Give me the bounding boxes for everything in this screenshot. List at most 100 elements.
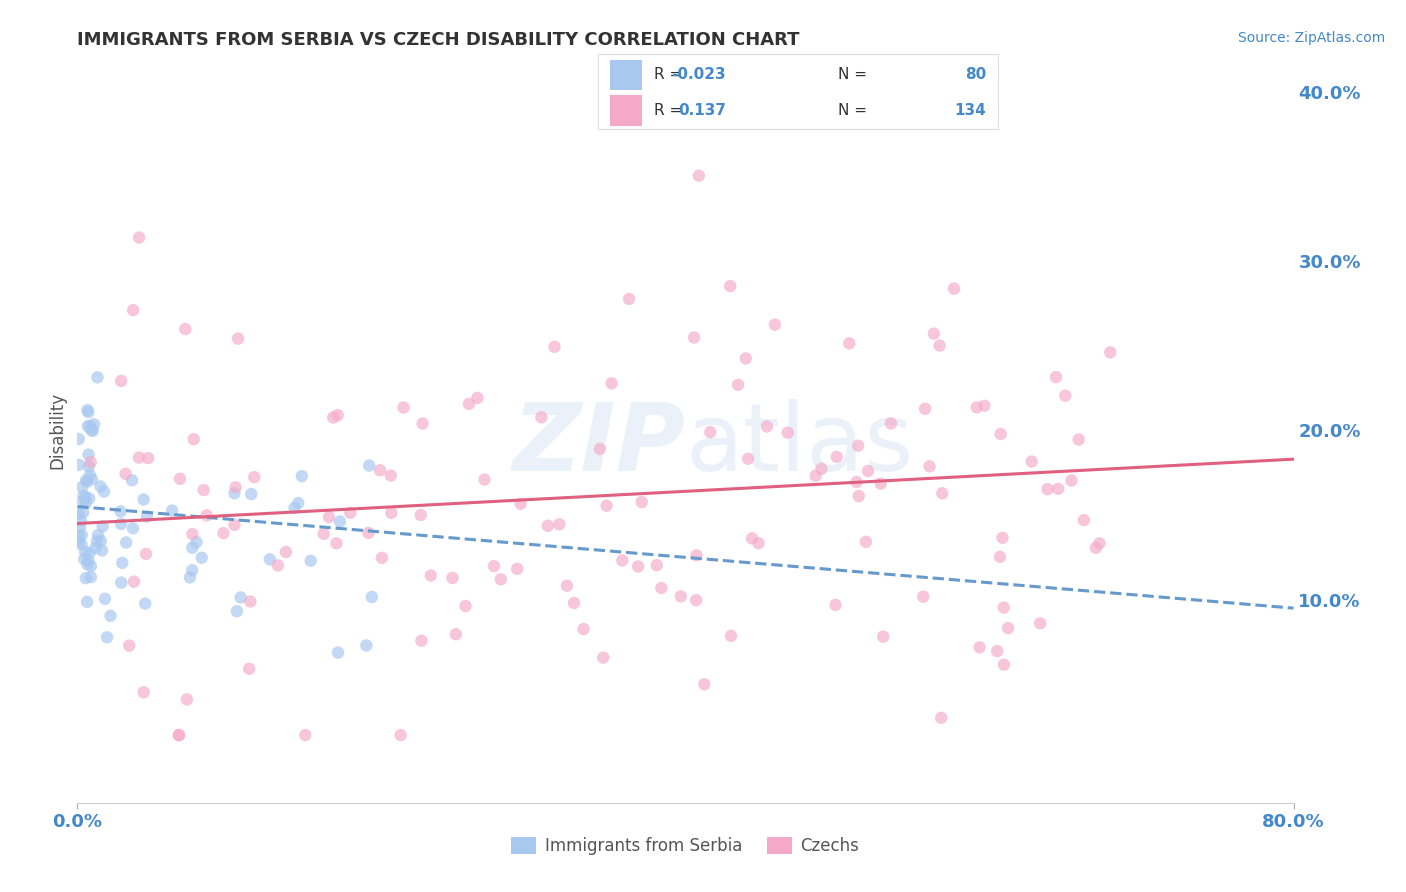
Point <box>176 692 198 706</box>
Point <box>325 536 347 550</box>
Point <box>389 728 412 742</box>
Point <box>96 630 118 644</box>
Point <box>329 515 352 529</box>
Point <box>67 534 90 549</box>
Point <box>991 531 1014 545</box>
Point <box>70 528 93 542</box>
Point <box>734 351 756 366</box>
Point <box>326 408 349 422</box>
Point <box>89 479 111 493</box>
Point <box>872 630 894 644</box>
Point <box>122 574 145 589</box>
Point <box>368 463 391 477</box>
Point <box>193 483 215 497</box>
Point <box>76 419 98 434</box>
Point <box>70 480 93 494</box>
Point <box>190 550 212 565</box>
Point <box>136 451 159 466</box>
Point <box>80 558 103 573</box>
Point <box>226 604 249 618</box>
Point <box>600 376 623 391</box>
Point <box>91 543 114 558</box>
Point <box>543 340 565 354</box>
Point <box>727 377 749 392</box>
Point <box>299 554 322 568</box>
Point <box>776 425 799 440</box>
Point <box>312 527 335 541</box>
Point <box>274 545 297 559</box>
Point <box>617 292 640 306</box>
Point <box>243 470 266 484</box>
Point <box>562 596 585 610</box>
Point <box>741 532 763 546</box>
Point <box>846 439 869 453</box>
Point <box>132 492 155 507</box>
Point <box>76 475 98 489</box>
Point <box>755 419 778 434</box>
Point <box>645 558 668 573</box>
Point <box>67 507 90 521</box>
Point <box>444 627 467 641</box>
Point <box>224 517 246 532</box>
Text: 0.137: 0.137 <box>678 103 725 118</box>
Point <box>75 571 97 585</box>
Point <box>880 417 903 431</box>
Point <box>555 579 578 593</box>
Point <box>134 597 156 611</box>
Text: ZIP: ZIP <box>513 400 686 491</box>
Point <box>685 548 707 562</box>
Bar <box>610 60 641 90</box>
Point <box>72 505 94 519</box>
Point <box>589 442 612 456</box>
Point <box>80 423 103 437</box>
Text: 134: 134 <box>955 103 986 118</box>
Point <box>509 497 531 511</box>
Point <box>848 489 870 503</box>
Point <box>685 593 707 607</box>
Point <box>111 556 134 570</box>
Point <box>969 640 991 655</box>
Point <box>110 575 132 590</box>
Text: IMMIGRANTS FROM SERBIA VS CZECH DISABILITY CORRELATION CHART: IMMIGRANTS FROM SERBIA VS CZECH DISABILI… <box>77 31 800 49</box>
Point <box>688 169 710 183</box>
Point <box>114 467 136 481</box>
Point <box>91 519 114 533</box>
Point <box>82 424 104 438</box>
Point <box>537 518 560 533</box>
Point <box>75 491 97 505</box>
Point <box>931 486 953 500</box>
Point <box>135 547 157 561</box>
Point <box>186 535 208 549</box>
Point <box>1021 454 1043 468</box>
Point <box>181 541 204 555</box>
Point <box>918 459 941 474</box>
Point <box>360 590 382 604</box>
Point <box>467 391 489 405</box>
Point <box>356 639 378 653</box>
Point <box>412 417 434 431</box>
Point <box>77 491 100 506</box>
Point <box>748 536 770 550</box>
Point <box>183 432 205 446</box>
Point <box>224 486 246 500</box>
Point <box>804 468 827 483</box>
Text: -0.023: -0.023 <box>671 67 725 82</box>
Point <box>825 450 848 464</box>
Point <box>458 397 481 411</box>
Point <box>824 598 846 612</box>
Point <box>291 469 314 483</box>
Point <box>122 303 145 318</box>
Point <box>77 405 100 419</box>
Point <box>627 559 650 574</box>
Point <box>699 425 721 439</box>
Point <box>454 599 477 613</box>
Point <box>1084 541 1107 555</box>
Point <box>79 546 101 560</box>
Point <box>506 562 529 576</box>
Point <box>94 591 117 606</box>
Point <box>79 418 101 433</box>
Point <box>993 657 1015 672</box>
Point <box>93 484 115 499</box>
Point <box>669 589 692 603</box>
Point <box>371 550 394 565</box>
